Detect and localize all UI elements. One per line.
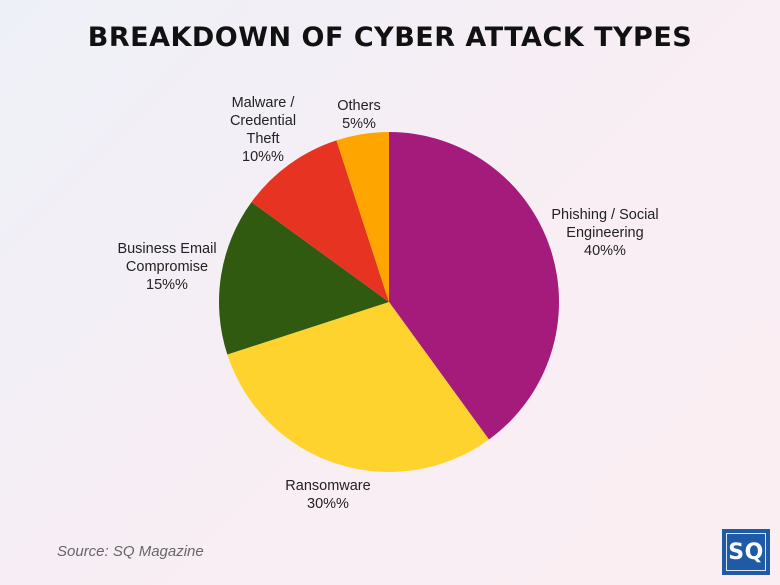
label-malware-value: 10%%	[242, 149, 284, 165]
label-malware-line-1: Malware /	[231, 95, 295, 111]
slice-malware-credential-theft	[251, 140, 389, 302]
label-ransomware: Ransomware 30%%	[268, 477, 388, 513]
label-others-value: 5%%	[342, 116, 376, 132]
label-bec-line-2: Compromise	[125, 259, 209, 275]
slice-phishing-social-engineering	[389, 132, 559, 440]
label-phishing: Phishing / Social Engineering 40%%	[535, 206, 675, 260]
label-malware: Malware / Credential Theft 10%%	[213, 94, 313, 166]
label-ransomware-value: 30%%	[307, 496, 349, 512]
label-bec-line-1: Business Email	[117, 241, 217, 257]
label-others-line-1: Others	[337, 98, 381, 114]
slice-business-email-compromise	[218, 202, 389, 355]
sq-logo: SQ	[722, 529, 770, 575]
source-credit: Source: SQ Magazine	[57, 543, 204, 560]
label-bec-value: 15%%	[146, 277, 188, 293]
label-bec: Business Email Compromise 15%%	[102, 240, 232, 294]
label-phishing-value: 40%%	[584, 243, 626, 259]
label-phishing-line-2: Engineering	[566, 225, 644, 241]
label-malware-line-2: Credential	[229, 113, 297, 129]
chart-title: BREAKDOWN OF CYBER ATTACK TYPES	[87, 22, 693, 53]
label-phishing-line-1: Phishing / Social	[551, 207, 659, 223]
slice-others	[336, 132, 389, 302]
slice-ransomware	[227, 302, 489, 473]
label-ransomware-line-1: Ransomware	[285, 478, 371, 494]
label-malware-line-3: Theft	[246, 131, 280, 147]
label-others: Others 5%%	[319, 97, 399, 133]
